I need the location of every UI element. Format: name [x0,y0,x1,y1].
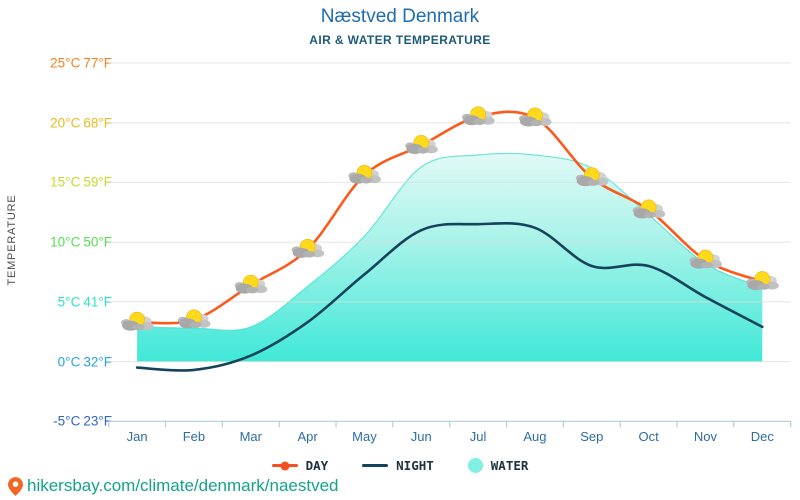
footer-url-link[interactable]: hikersbay.com/climate/denmark/naestved [27,476,339,495]
month-label-sep: Sep [580,429,604,444]
month-label-jun: Jun [410,429,432,444]
sun-behind-cloud-icon [405,135,438,154]
month-label-feb: Feb [182,429,206,444]
location-pin-icon [8,476,23,496]
night-temperature-line [135,221,764,372]
month-label-dec: Dec [750,429,774,444]
sun-behind-cloud-icon [291,238,325,258]
y-tick-label: 20°C 68°F [50,115,112,131]
month-label-apr: Apr [297,429,318,444]
legend-day-swatch [271,461,298,470]
sun-behind-cloud-icon [575,167,609,187]
legend-item-day: DAY [271,458,329,473]
month-label-jan: Jan [126,429,148,444]
sun-behind-cloud-icon [632,199,666,219]
sun-behind-cloud-icon [518,107,552,127]
page-title: Næstved Denmark [320,6,480,27]
y-tick-label: 10°C 50°F [50,234,112,250]
legend-day-marker-dot [280,461,290,470]
water-temperature-area [137,153,763,362]
legend-item-night: NIGHT [362,458,434,473]
y-tick-label: 0°C 32°F [57,354,112,370]
month-label-jul: Jul [469,429,487,444]
legend-water-swatch [467,458,483,473]
month-label-mar: Mar [239,429,262,444]
month-label-aug: Aug [523,429,547,444]
month-label-may: May [352,429,377,444]
month-label-nov: Nov [693,429,717,444]
legend-item-water: WATER [467,458,529,473]
legend-label: NIGHT [396,458,434,473]
legend-night-swatch [362,464,389,467]
sun-behind-cloud-icon [689,249,722,269]
chart-subtitle: AIR & WATER TEMPERATURE [309,33,491,47]
sun-behind-cloud-icon [234,274,268,294]
sun-behind-cloud-icon [177,309,211,329]
footer: hikersbay.com/climate/denmark/naestved [8,476,339,496]
legend-label: DAY [305,458,329,473]
sun-behind-cloud-icon [121,311,154,331]
legend-label: WATER [490,458,529,473]
month-label-oct: Oct [638,429,659,444]
sun-behind-cloud-icon [462,106,495,126]
y-tick-label: -5°C 23°F [53,413,112,429]
water-area-top-edge [137,152,763,331]
y-tick-label: 25°C 77°F [50,55,112,71]
y-tick-label: 15°C 59°F [50,174,112,190]
sun-behind-cloud-icon [746,271,779,291]
sun-behind-cloud-icon [348,164,381,184]
y-tick-label: 5°C 41°F [57,294,112,310]
chart-legend: DAY NIGHT WATER [0,458,800,473]
